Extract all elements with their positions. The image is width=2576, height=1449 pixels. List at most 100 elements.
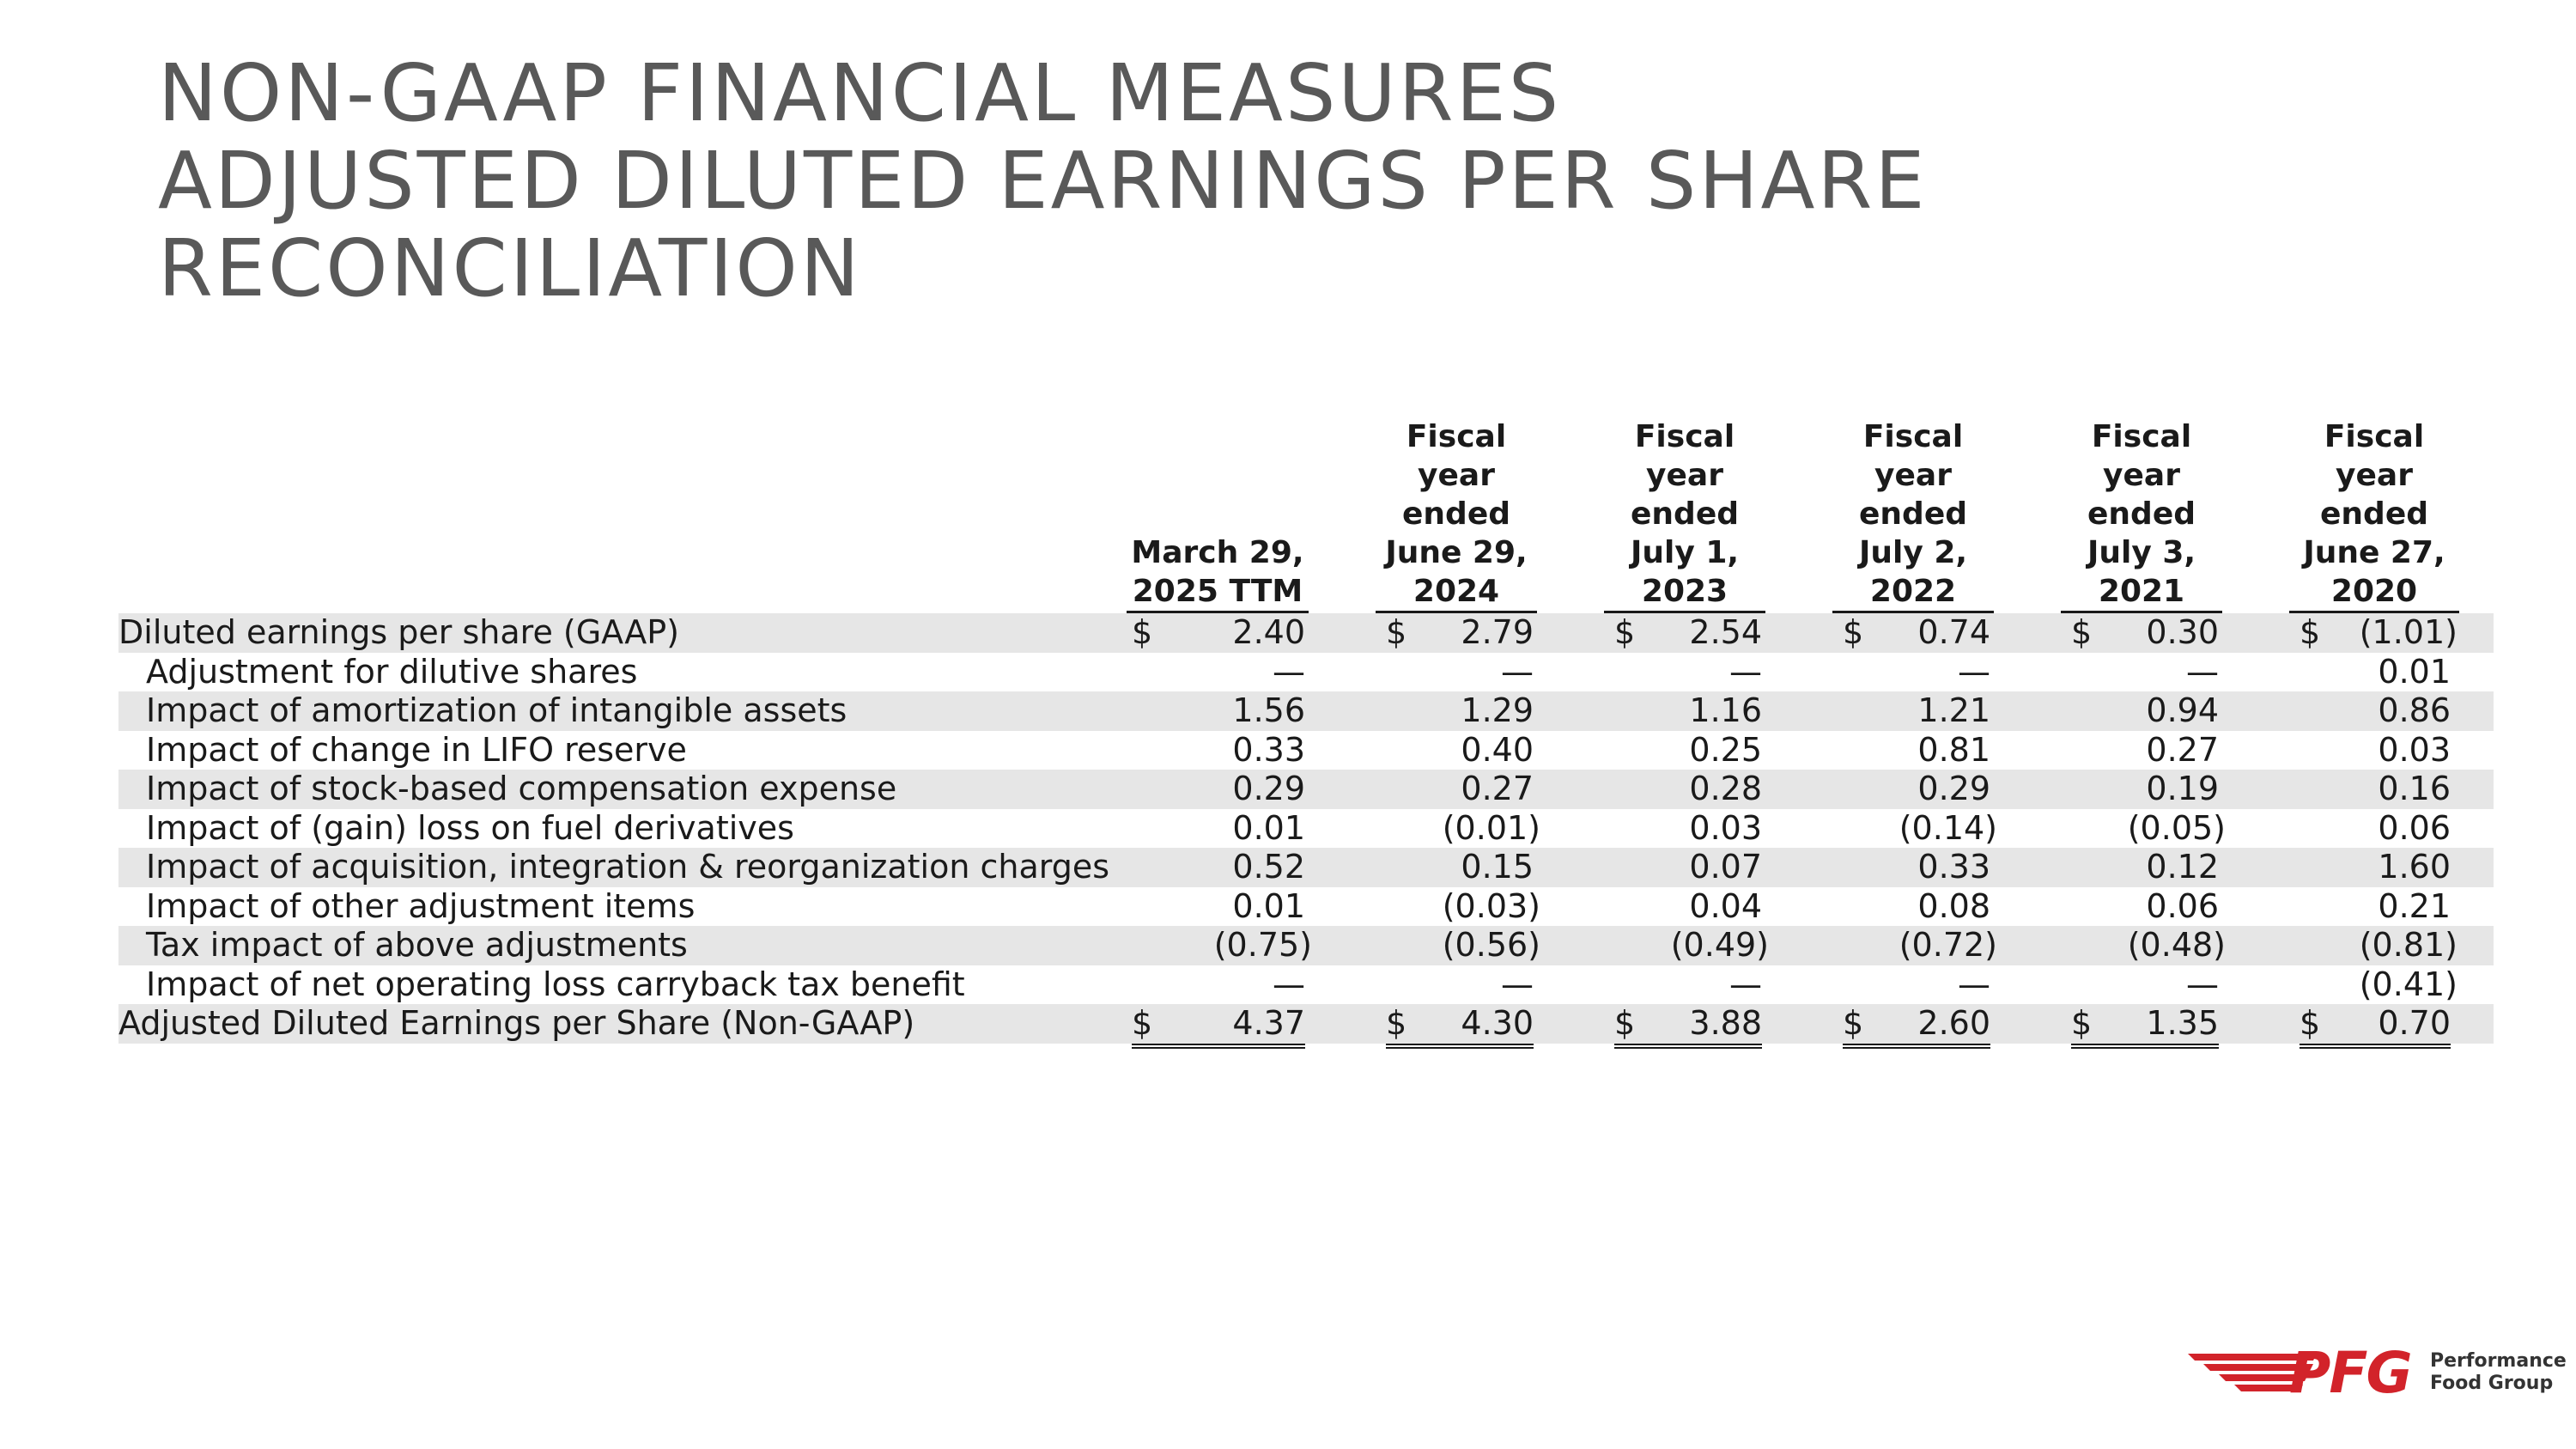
currency-symbol: $ <box>2300 613 2321 651</box>
currency-symbol: $ <box>1132 1004 1153 1042</box>
row-label: Impact of other adjustment items <box>146 886 696 925</box>
cell-value: 2.54 <box>1689 613 1762 651</box>
cell-value: 0.29 <box>1232 770 1305 807</box>
value-cell: 0.15 <box>1386 848 1534 887</box>
cell-value: — <box>1501 652 1534 691</box>
cell-value: (1.01) <box>2359 613 2458 651</box>
value-cell: $2.54 <box>1614 613 1762 653</box>
row-label: Impact of acquisition, integration & reo… <box>146 848 1110 886</box>
currency-symbol: $ <box>1614 613 1636 651</box>
cell-value: — <box>2186 652 2219 691</box>
value-cell: 0.94 <box>2071 691 2219 731</box>
cell-value: — <box>1273 652 1305 691</box>
value-cell: — <box>1843 653 1990 692</box>
cell-value: 1.56 <box>1232 691 1305 729</box>
value-cell: 0.86 <box>2300 691 2451 731</box>
currency-symbol: $ <box>2300 1004 2321 1042</box>
cell-value: 0.29 <box>1917 770 1990 807</box>
value-cell: (0.72) <box>1843 926 1997 965</box>
cell-value: 0.01 <box>1232 808 1305 847</box>
value-cell: 0.25 <box>1614 731 1762 770</box>
title-line-3: RECONCILIATION <box>158 222 862 314</box>
page-title: NON-GAAP FINANCIAL MEASURES ADJUSTED DIL… <box>158 50 2219 313</box>
cell-value: 1.35 <box>2146 1004 2219 1042</box>
cell-value: 0.33 <box>1917 848 1990 886</box>
cell-value: — <box>1729 965 1762 1003</box>
table-header: March 29, 2025 TTM Fiscal year ended June… <box>118 416 2494 613</box>
column-header: March 29, 2025 TTM <box>1127 533 1309 613</box>
value-cell: (0.05) <box>2071 809 2226 849</box>
value-cell: — <box>1132 653 1305 692</box>
cell-value: 0.74 <box>1917 613 1990 651</box>
cell-value: 0.28 <box>1689 770 1762 807</box>
value-cell: $4.37 <box>1132 1004 1305 1049</box>
cell-value: (0.72) <box>1899 926 1997 964</box>
value-cell: $2.79 <box>1386 613 1534 653</box>
cell-value: 0.86 <box>2378 691 2451 729</box>
cell-value: 0.27 <box>2146 730 2219 769</box>
cell-value: 0.40 <box>1461 730 1534 769</box>
value-cell: 0.16 <box>2300 770 2451 809</box>
table-row: Adjustment for dilutive shares — — — — — 0.01 <box>118 653 2494 692</box>
value-cell: (0.75) <box>1132 926 1312 965</box>
cell-value: 0.70 <box>2378 1004 2451 1042</box>
value-cell: $0.74 <box>1843 613 1990 653</box>
value-cell: $3.88 <box>1614 1004 1762 1049</box>
eps-reconciliation-table: March 29, 2025 TTM Fiscal year ended June… <box>118 416 2494 1049</box>
logo-line-1: Performance <box>2430 1350 2567 1372</box>
value-cell: 0.01 <box>2300 653 2451 692</box>
table-row: Impact of amortization of intangible ass… <box>118 691 2494 731</box>
cell-value: 0.15 <box>1461 848 1534 886</box>
cell-value: 2.40 <box>1232 613 1305 651</box>
value-cell: 0.33 <box>1132 731 1305 770</box>
value-cell: — <box>1386 653 1534 692</box>
cell-value: 0.06 <box>2146 886 2219 925</box>
cell-value: 1.21 <box>1917 691 1990 729</box>
cell-value: 0.08 <box>1917 886 1990 925</box>
value-cell: $ (1.01) <box>2300 613 2458 653</box>
value-cell: (0.14) <box>1843 809 1997 849</box>
currency-symbol: $ <box>1843 1004 1864 1042</box>
value-cell: 0.06 <box>2071 887 2219 927</box>
row-label: Adjustment for dilutive shares <box>146 652 638 691</box>
cell-value: 0.19 <box>2146 770 2219 807</box>
cell-value: 0.03 <box>1689 808 1762 847</box>
cell-value: — <box>2186 965 2219 1003</box>
cell-value: 0.25 <box>1689 730 1762 769</box>
row-label: Tax impact of above adjustments <box>146 926 688 964</box>
row-label: Diluted earnings per share (GAAP) <box>118 613 679 651</box>
cell-value: 0.01 <box>1232 886 1305 925</box>
value-cell: 0.03 <box>2300 731 2451 770</box>
cell-value: (0.81) <box>2359 926 2458 964</box>
value-cell: $1.35 <box>2071 1004 2219 1049</box>
currency-symbol: $ <box>1386 1004 1407 1042</box>
table-row: Impact of other adjustment items 0.01 (0.0… <box>118 887 2494 927</box>
value-cell: $0.70 <box>2300 1004 2451 1049</box>
logo-text: Performance Food Group <box>2430 1350 2567 1395</box>
cell-value: 0.27 <box>1461 770 1534 807</box>
column-header: Fiscal year ended July 2, 2022 <box>1832 417 1994 613</box>
value-cell: 0.12 <box>2071 848 2219 887</box>
value-cell: 0.03 <box>1614 809 1762 849</box>
value-cell: (0.03) <box>1386 887 1540 927</box>
value-cell: — <box>2071 965 2219 1007</box>
value-cell: 0.07 <box>1614 848 1762 887</box>
value-cell: 0.52 <box>1132 848 1305 887</box>
value-cell: 0.01 <box>1132 887 1305 927</box>
row-label: Impact of change in LIFO reserve <box>146 730 687 769</box>
value-cell: — <box>1843 965 1990 1007</box>
cell-value: 0.12 <box>2146 848 2219 886</box>
logo-line-2: Food Group <box>2430 1373 2554 1394</box>
logo-mark: PFG <box>2289 1340 2413 1406</box>
cell-value: (0.03) <box>1442 886 1540 925</box>
currency-symbol: $ <box>1132 613 1153 651</box>
title-line-2: ADJUSTED DILUTED EARNINGS PER SHARE <box>158 135 1928 227</box>
table-body: Diluted earnings per share (GAAP) $2.40 $2… <box>118 613 2494 1049</box>
value-cell: $0.30 <box>2071 613 2219 653</box>
value-cell: (0.48) <box>2071 926 2226 965</box>
cell-value: 0.01 <box>2378 652 2451 691</box>
value-cell: 0.27 <box>2071 731 2219 770</box>
cell-value: 1.29 <box>1461 691 1534 729</box>
cell-value: 0.30 <box>2146 613 2219 651</box>
currency-symbol: $ <box>1614 1004 1636 1042</box>
